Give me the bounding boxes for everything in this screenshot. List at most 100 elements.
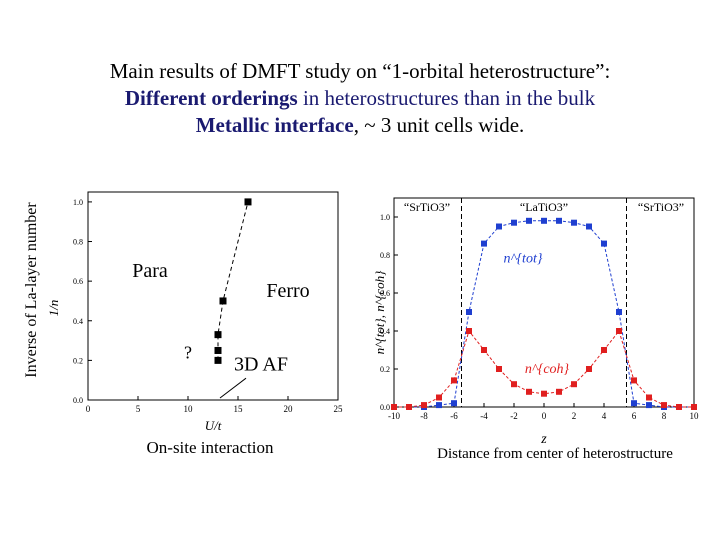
data-point — [691, 404, 697, 410]
right-x-caption: Distance from center of heterostructure — [437, 446, 673, 462]
phase-boundary-line — [217, 201, 249, 361]
title-line-3-rest: , ~ 3 unit cells wide. — [353, 113, 525, 137]
x-tick-label: 10 — [184, 404, 194, 414]
plot-frame — [87, 191, 339, 401]
x-tick-label: -8 — [420, 411, 428, 421]
data-point — [244, 198, 252, 206]
y-tick-label: 0.8 — [380, 251, 390, 260]
y-tick-label: 0.2 — [380, 365, 390, 374]
x-tick-label: 10 — [690, 411, 700, 421]
x-tick-label: -4 — [480, 411, 488, 421]
x-tick-label: 0 — [86, 404, 91, 414]
region-label: ? — [184, 342, 192, 362]
x-axis-label: U/t — [205, 418, 222, 433]
data-point — [646, 402, 652, 409]
data-point — [601, 347, 607, 353]
data-point — [214, 331, 222, 339]
title-line-2-bold: Different orderings — [124, 86, 298, 110]
region-label: 3D AF — [234, 353, 288, 375]
x-tick-label: 2 — [572, 411, 577, 421]
data-point — [451, 400, 457, 407]
data-point — [556, 217, 562, 224]
data-point — [511, 219, 517, 226]
x-tick-label: 25 — [334, 404, 344, 414]
y-tick-label: 1.0 — [380, 213, 390, 222]
data-point — [219, 297, 227, 305]
data-point — [616, 309, 622, 315]
x-tick-label: 5 — [136, 404, 141, 414]
x-tick-label: 6 — [632, 411, 637, 421]
region-label: “SrTiO3” — [638, 200, 684, 214]
data-point — [586, 366, 592, 372]
region-label: “LaTiO3” — [520, 200, 568, 214]
data-point — [661, 402, 667, 409]
x-tick-label: -10 — [388, 411, 400, 421]
data-point — [436, 402, 442, 409]
region-label: Para — [132, 260, 168, 282]
y-tick-label: 1.0 — [73, 198, 83, 207]
title-line-3-bold: Metallic interface — [195, 113, 354, 137]
title-line-2: Different orderings in heterostructures … — [0, 85, 720, 112]
title-line-2-rest: in heterostructures than in the bulk — [297, 86, 596, 110]
data-point — [466, 309, 472, 315]
y-tick-label: 0.8 — [73, 238, 83, 247]
data-point — [406, 404, 412, 410]
data-point — [586, 223, 592, 230]
y-tick-label: 0.2 — [73, 356, 83, 365]
y-tick-label: 0.6 — [73, 277, 83, 286]
data-point — [541, 390, 547, 397]
data-point — [481, 240, 487, 247]
y-tick-label: 0.4 — [73, 317, 83, 326]
x-tick-label: 20 — [284, 404, 294, 414]
region-label: “SrTiO3” — [404, 200, 450, 214]
y-tick-label: 0.0 — [73, 396, 83, 405]
density-profile-chart: -10 -8 -6 -4 -2 0 2 4 6 8 10 0.0 0.2 0.4 0.6 0.8 1.0 z n^{… — [372, 197, 700, 447]
y-tick-label: 0.4 — [380, 327, 390, 336]
x-tick-label: 4 — [602, 411, 607, 421]
data-point — [631, 400, 637, 407]
phase-diagram-chart: 0 5 10 15 20 25 0.0 0.2 0.4 0.6 0.8 1.0 U/t 1/n Para Fe… — [46, 191, 344, 433]
data-point — [496, 223, 502, 230]
data-point — [391, 404, 397, 410]
data-point — [601, 240, 607, 247]
series-line — [394, 220, 694, 408]
y-axis-label: 1/n — [46, 300, 61, 317]
x-axis-label: z — [540, 432, 547, 447]
data-point — [481, 347, 487, 353]
data-point — [451, 377, 457, 384]
data-point — [496, 366, 502, 372]
data-point — [526, 217, 532, 224]
data-point — [571, 219, 577, 226]
data-point — [511, 381, 517, 388]
data-point — [646, 394, 652, 401]
data-point — [676, 404, 682, 410]
data-point — [526, 388, 532, 395]
left-x-caption: On-site interaction — [146, 438, 274, 457]
y-tick-label: 0.0 — [380, 403, 390, 412]
data-point — [214, 346, 222, 354]
af-pointer-line — [219, 377, 247, 399]
series-line — [394, 329, 694, 408]
x-tick-label: 8 — [662, 411, 667, 421]
x-tick-label: -6 — [450, 411, 458, 421]
data-point — [556, 388, 562, 395]
left-y-caption: Inverse of La-layer number — [23, 202, 40, 378]
data-point — [214, 356, 222, 364]
series-label: n^{coh} — [525, 362, 570, 377]
data-point — [421, 402, 427, 409]
title-line-1: Main results of DMFT study on “1-orbital… — [109, 59, 611, 83]
slide-title: Main results of DMFT study on “1-orbital… — [0, 58, 720, 139]
series-label: n^{tot} — [504, 252, 543, 267]
x-tick-label: -2 — [510, 411, 518, 421]
data-point — [631, 377, 637, 384]
title-line-3: Metallic interface, ~ 3 unit cells wide. — [0, 112, 720, 139]
region-label: Ferro — [266, 280, 309, 302]
y-axis-label: n^{tot}, n^{coh} — [372, 270, 387, 355]
data-point — [571, 381, 577, 388]
data-point — [466, 328, 472, 334]
x-tick-label: 0 — [542, 411, 547, 421]
data-point — [541, 217, 547, 224]
data-point — [616, 328, 622, 334]
y-tick-label: 0.6 — [380, 289, 390, 298]
data-point — [436, 394, 442, 401]
